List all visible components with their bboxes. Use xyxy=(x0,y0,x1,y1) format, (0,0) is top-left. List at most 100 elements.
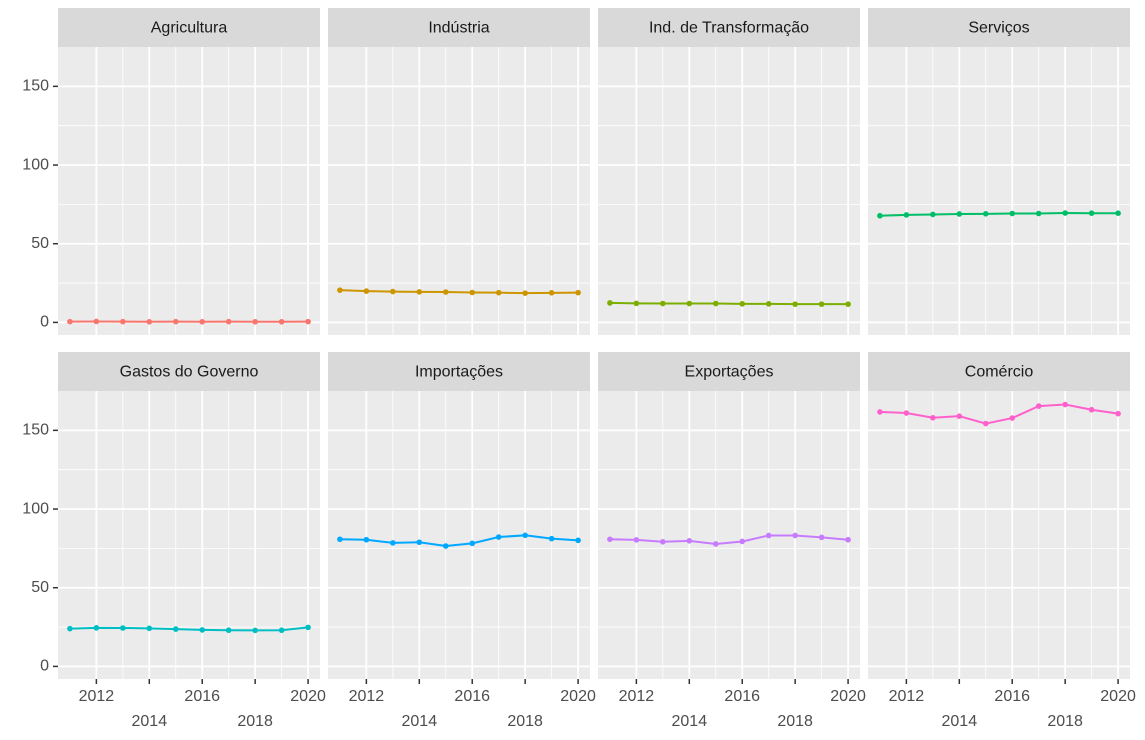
y-tick-label: 100 xyxy=(22,500,49,517)
data-point xyxy=(495,534,502,540)
data-point xyxy=(495,289,502,296)
panel-background xyxy=(328,391,590,679)
data-point xyxy=(633,537,640,543)
data-point xyxy=(956,211,963,217)
data-point xyxy=(199,318,206,325)
data-point xyxy=(146,625,153,632)
data-point xyxy=(712,300,719,307)
data-point xyxy=(607,536,613,543)
series-line xyxy=(879,212,1119,217)
data-point xyxy=(120,625,126,631)
series-line xyxy=(339,289,579,295)
data-point xyxy=(982,420,989,427)
data-point xyxy=(877,212,883,219)
strip xyxy=(58,352,320,391)
x-tick-label: 2020 xyxy=(1100,688,1136,705)
data-point xyxy=(416,289,423,295)
panel-background xyxy=(598,47,860,335)
strip xyxy=(58,8,320,47)
strip-title: Ind. de Transformação xyxy=(649,20,809,37)
data-point xyxy=(930,414,936,421)
strip-title: Serviços xyxy=(968,20,1029,37)
data-point xyxy=(390,288,396,295)
data-point xyxy=(67,625,73,632)
data-point xyxy=(469,289,476,296)
data-point xyxy=(363,536,370,543)
x-tick-label: 2012 xyxy=(619,688,655,705)
data-point xyxy=(930,211,936,218)
strip-title: Agricultura xyxy=(151,20,228,37)
data-point xyxy=(575,537,581,544)
panel-background xyxy=(328,47,590,335)
strip-title: Gastos do Governo xyxy=(120,364,259,381)
strip xyxy=(598,8,860,47)
x-tick-label: 2014 xyxy=(402,713,438,730)
data-point xyxy=(607,300,613,306)
panel-background xyxy=(58,391,320,679)
data-point xyxy=(765,532,772,539)
x-tick-label: 2016 xyxy=(184,688,220,705)
x-tick-label: 2012 xyxy=(889,688,925,705)
x-tick-label: 2020 xyxy=(290,688,326,705)
strip xyxy=(868,352,1130,391)
data-point xyxy=(548,535,555,542)
series-line xyxy=(879,403,1119,425)
data-point xyxy=(252,318,258,325)
y-tick-label: 0 xyxy=(40,314,49,331)
x-tick-label: 2020 xyxy=(560,688,596,705)
data-point xyxy=(416,539,423,546)
data-point xyxy=(660,300,666,307)
data-point xyxy=(956,413,963,419)
strip xyxy=(328,8,590,47)
data-point xyxy=(818,301,825,307)
data-point xyxy=(469,540,476,547)
data-point xyxy=(1009,210,1016,217)
x-tick-label: 2018 xyxy=(507,713,543,730)
x-tick-label: 2018 xyxy=(777,713,813,730)
y-tick-label: 0 xyxy=(40,658,49,675)
panel-background xyxy=(58,47,320,335)
panel-background xyxy=(868,391,1130,679)
x-tick-label: 2016 xyxy=(724,688,760,705)
x-tick-label: 2012 xyxy=(349,688,385,705)
data-point xyxy=(982,211,989,217)
data-point xyxy=(67,318,73,325)
strip xyxy=(868,8,1130,47)
data-point xyxy=(363,288,370,294)
data-point xyxy=(877,409,883,415)
data-point xyxy=(442,543,449,549)
strip-title: Exportações xyxy=(685,364,774,381)
data-point xyxy=(633,300,640,307)
data-point xyxy=(686,538,693,544)
data-point xyxy=(225,627,232,634)
data-point xyxy=(1035,210,1042,217)
data-point xyxy=(1088,406,1095,413)
x-tick-label: 2012 xyxy=(79,688,115,705)
x-tick-label: 2014 xyxy=(132,713,168,730)
data-point xyxy=(1115,210,1121,216)
data-point xyxy=(305,318,311,325)
data-point xyxy=(172,318,179,325)
data-point xyxy=(818,534,825,541)
x-tick-label: 2016 xyxy=(994,688,1030,705)
data-point xyxy=(522,532,528,539)
data-point xyxy=(739,538,746,545)
data-point xyxy=(93,318,100,325)
x-tick-label: 2014 xyxy=(942,713,978,730)
panel-background xyxy=(868,47,1130,335)
data-point xyxy=(120,318,126,325)
strip-title: Comércio xyxy=(965,364,1034,381)
data-point xyxy=(442,289,449,295)
data-point xyxy=(903,212,910,218)
data-point xyxy=(1062,210,1068,216)
x-tick-label: 2016 xyxy=(454,688,490,705)
data-point xyxy=(225,318,232,325)
data-point xyxy=(93,625,100,631)
series-line xyxy=(69,626,309,632)
data-point xyxy=(522,290,528,296)
x-tick-label: 2018 xyxy=(237,713,273,730)
series-line xyxy=(339,534,579,548)
strip-title: Importações xyxy=(415,364,503,381)
data-point xyxy=(765,301,772,307)
